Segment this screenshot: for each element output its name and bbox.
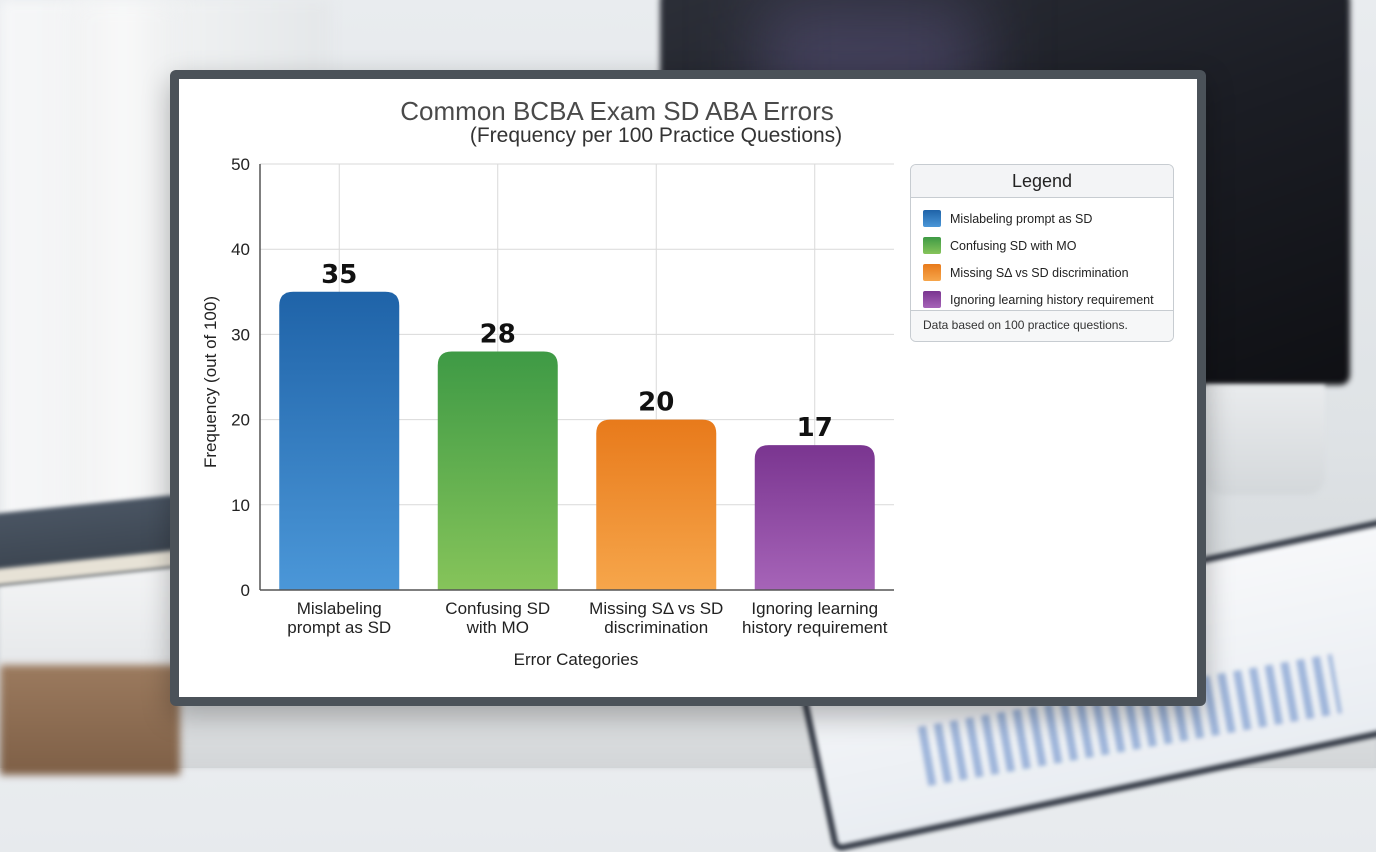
legend-note: Data based on 100 practice questions.: [911, 310, 1173, 341]
x-tick-label: prompt as SD: [287, 618, 391, 637]
legend: Legend Mislabeling prompt as SD Confusin…: [910, 164, 1174, 342]
bar-value-label: 20: [638, 388, 674, 418]
legend-label: Confusing SD with MO: [950, 238, 1077, 253]
chart-frame: Common BCBA Exam SD ABA Errors (Frequenc…: [170, 70, 1206, 706]
legend-label: Missing SΔ vs SD discrimination: [950, 265, 1129, 280]
legend-items: Mislabeling prompt as SD Confusing SD wi…: [911, 198, 1173, 310]
legend-swatch-1: [923, 210, 941, 227]
bar: [754, 445, 875, 590]
legend-label: Ignoring learning history requirement: [950, 292, 1154, 307]
y-tick-label: 40: [231, 240, 250, 259]
legend-item: Ignoring learning history requirement: [923, 286, 1173, 313]
x-tick-label: with MO: [466, 618, 529, 637]
x-tick-label: Ignoring learning: [751, 599, 878, 618]
x-axis-title: Error Categories: [514, 650, 639, 669]
x-tick-label: Missing SΔ vs SD: [589, 599, 723, 618]
bar-value-label: 28: [480, 319, 516, 349]
bar-value-label: 17: [797, 413, 833, 443]
x-tick-label: history requirement: [742, 618, 888, 637]
y-tick-label: 20: [231, 411, 250, 430]
x-tick-label: discrimination: [604, 618, 708, 637]
bar: [279, 291, 400, 590]
background-monitor-stand: [1205, 385, 1325, 495]
y-tick-label: 10: [231, 496, 250, 515]
chart-panel: Common BCBA Exam SD ABA Errors (Frequenc…: [179, 79, 1197, 697]
x-tick-label: Confusing SD: [445, 599, 550, 618]
y-tick-label: 0: [241, 581, 250, 600]
chart-subtitle: (Frequency per 100 Practice Questions): [470, 124, 842, 147]
bars: 35 28 20 17: [279, 260, 875, 590]
legend-item: Mislabeling prompt as SD: [923, 205, 1173, 232]
legend-swatch-3: [923, 264, 941, 281]
chart-title: Common BCBA Exam SD ABA Errors: [400, 96, 833, 126]
y-tick-label: 30: [231, 325, 250, 344]
bar: [437, 351, 558, 590]
legend-item: Confusing SD with MO: [923, 232, 1173, 259]
x-tick-label: Mislabeling: [297, 599, 382, 618]
legend-item: Missing SΔ vs SD discrimination: [923, 259, 1173, 286]
y-tick-label: 50: [231, 155, 250, 174]
background-curtain: [70, 0, 180, 520]
legend-swatch-4: [923, 291, 941, 308]
legend-label: Mislabeling prompt as SD: [950, 211, 1093, 226]
bar: [596, 419, 717, 590]
bar-chart: Common BCBA Exam SD ABA Errors (Frequenc…: [201, 96, 894, 669]
legend-title: Legend: [911, 165, 1173, 198]
background-desk-edge: [0, 665, 180, 775]
bar-value-label: 35: [321, 260, 357, 290]
y-axis-title: Frequency (out of 100): [201, 296, 220, 468]
legend-swatch-2: [923, 237, 941, 254]
